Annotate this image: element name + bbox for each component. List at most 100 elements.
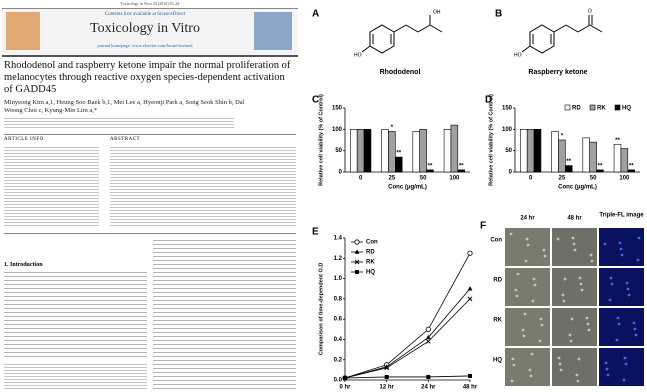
bar (381, 129, 389, 173)
marker (425, 334, 431, 340)
x-tick-label: 12 hr (379, 385, 394, 391)
availability: Contents lists available at ScienceDirec… (104, 12, 186, 17)
y-tick-label: 100 (332, 127, 343, 133)
cell (637, 236, 641, 240)
cell (634, 333, 638, 337)
annotation: ** (598, 163, 603, 169)
cell (603, 242, 607, 246)
atom-label: OH (433, 9, 441, 15)
marker (468, 373, 472, 378)
cell (568, 333, 572, 337)
micrograph (552, 308, 597, 346)
cell (533, 283, 537, 287)
y-tick-label: 0.0 (334, 378, 343, 384)
cell (580, 288, 584, 292)
column-label: 48 hr (567, 216, 582, 222)
cell (515, 294, 519, 298)
bar (412, 131, 420, 173)
bar (395, 156, 403, 173)
marker (343, 375, 347, 380)
panel-letter: B (495, 9, 502, 20)
cell (575, 373, 579, 377)
cell (586, 322, 590, 326)
cell (623, 356, 627, 360)
cell (530, 352, 534, 356)
cell (525, 237, 529, 241)
cell (543, 254, 547, 258)
cell (578, 276, 582, 280)
compound-label: Rhododenol (380, 69, 421, 76)
journal-header: Contents lists available at ScienceDirec… (2, 8, 298, 57)
atom-label: HO (354, 52, 362, 58)
legend-label: RK (366, 260, 375, 266)
cell (563, 277, 567, 281)
bar (613, 143, 622, 173)
marker (467, 250, 473, 256)
cell (605, 367, 609, 371)
marker (425, 339, 431, 344)
panel-letter: E (312, 227, 319, 238)
legend-label: HQ (622, 106, 631, 112)
cell (618, 241, 622, 245)
citation: Toxicology in Vitro 34 (2016) 35–44 (120, 1, 180, 6)
x-tick-label: 24 hr (421, 385, 436, 391)
cell (572, 242, 576, 246)
y-tick-label: 50 (505, 148, 512, 154)
cell (531, 299, 535, 303)
cell (589, 253, 593, 257)
bar (350, 129, 358, 173)
bar (426, 169, 434, 173)
micrograph (505, 308, 550, 346)
y-tick-label: 150 (332, 106, 343, 112)
compound-label: Raspberry ketone (528, 69, 587, 76)
cell (624, 362, 628, 366)
abstract-heading: ABSTRACT (110, 137, 141, 142)
cell (509, 232, 513, 236)
cell (524, 259, 528, 263)
marker (467, 286, 473, 291)
journal-cover (254, 12, 292, 50)
micrograph (505, 348, 550, 386)
bar (627, 169, 635, 173)
cell (557, 356, 561, 360)
micrograph (552, 228, 597, 266)
x-tick-label: 100 (449, 176, 460, 182)
panel-letter: C (312, 95, 319, 106)
micrograph (599, 308, 644, 346)
cell (522, 334, 526, 338)
y-axis-label: Relative cell viability (% of Control) (488, 94, 494, 186)
y-tick-label: 0.8 (334, 296, 343, 302)
x-tick-label: 0 (359, 176, 363, 182)
marker (467, 296, 473, 302)
footnotes (4, 364, 147, 390)
micrograph (599, 268, 644, 306)
legend-swatch (614, 104, 621, 111)
micrograph (552, 348, 597, 386)
article-info-heading: ARTICLE INFO (4, 137, 44, 142)
bar (582, 137, 590, 173)
marker (384, 365, 390, 371)
x-tick-label: 100 (619, 176, 630, 182)
cell (617, 322, 621, 326)
y-axis-label: Relative cell viability (% of Control) (318, 94, 324, 186)
panel-letter: A (312, 9, 319, 20)
cell (512, 363, 516, 367)
bar (565, 165, 573, 173)
journal-homepage: journal homepage: www.elsevier.com/locat… (97, 43, 193, 48)
micrograph (599, 348, 644, 386)
journal-name: Toxicology in Vitro (90, 21, 200, 36)
publisher-logo (6, 12, 40, 50)
marker (354, 239, 360, 245)
bar (450, 124, 459, 173)
x-tick-label: 50 (420, 176, 427, 182)
marker (354, 259, 360, 265)
bar (419, 129, 427, 173)
cell (569, 339, 573, 343)
legend-label: RD (572, 106, 581, 112)
y-tick-label: 100 (502, 127, 513, 133)
article-info-text (4, 147, 99, 227)
legend-label: Con (366, 240, 378, 246)
legend-label: RD (366, 250, 375, 256)
cell (577, 357, 581, 361)
y-tick-label: 50 (335, 148, 342, 154)
